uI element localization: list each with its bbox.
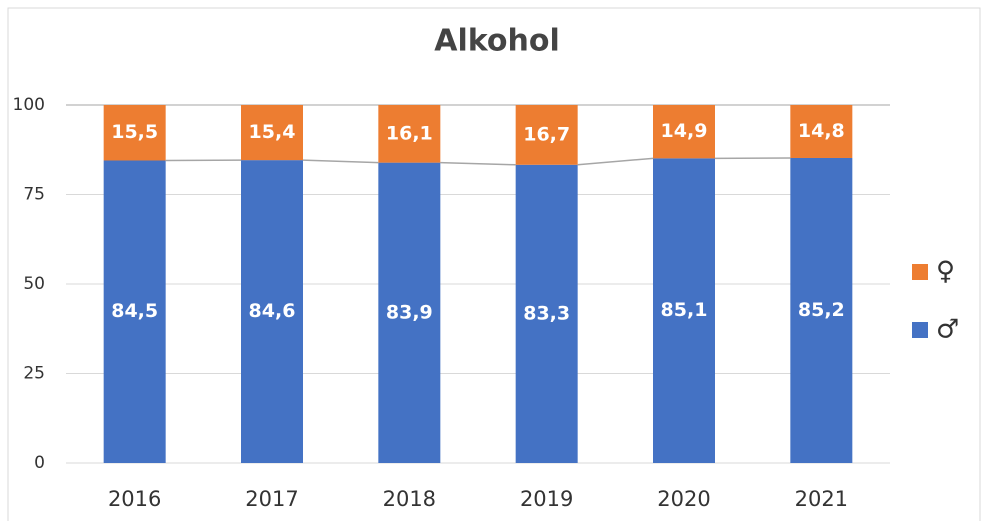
bar-segment [515, 105, 578, 165]
legend-label: ♀ [936, 257, 955, 287]
series-line [302, 159, 379, 164]
y-tick-label: 100 [13, 95, 45, 115]
bar-segment [103, 160, 166, 464]
chart-title: Alkohol [434, 24, 560, 59]
x-tick-label: 2019 [520, 487, 573, 511]
bar-segment [378, 162, 441, 463]
bar-segment [241, 105, 303, 161]
chart-border [7, 7, 981, 521]
bar-segment [103, 105, 166, 161]
data-label: 84,5 [111, 300, 158, 322]
legend-swatch [912, 264, 928, 280]
bar-segment [515, 164, 578, 463]
y-tick-label: 0 [34, 453, 45, 473]
data-label: 83,9 [386, 301, 433, 323]
y-tick-label: 50 [23, 274, 45, 294]
bar-segment [378, 105, 441, 163]
series-line [440, 161, 516, 166]
y-tick-label: 75 [23, 185, 45, 205]
data-label: 14,9 [661, 120, 708, 142]
data-label: 84,6 [249, 300, 296, 322]
bar-segment [653, 105, 715, 159]
bar-segment [241, 160, 303, 463]
x-tick-label: 2020 [657, 487, 710, 511]
data-label: 85,1 [661, 299, 708, 321]
data-label: 16,1 [386, 122, 433, 144]
legend-label: ♂ [936, 315, 959, 345]
data-label: 14,8 [798, 120, 845, 142]
data-label: 15,5 [111, 121, 158, 143]
data-label: 15,4 [249, 121, 296, 143]
data-label: 85,2 [798, 299, 845, 321]
y-tick-label: 25 [23, 364, 45, 384]
x-tick-label: 2016 [108, 487, 161, 511]
bar-segment [790, 105, 853, 158]
legend-swatch [912, 322, 928, 338]
series-line [577, 157, 654, 166]
x-tick-label: 2017 [245, 487, 298, 511]
data-label: 83,3 [523, 302, 570, 324]
bar-segment [653, 158, 715, 464]
x-tick-label: 2021 [795, 487, 848, 511]
data-label: 16,7 [523, 123, 570, 145]
bar-segment [790, 157, 853, 463]
x-tick-label: 2018 [383, 487, 436, 511]
